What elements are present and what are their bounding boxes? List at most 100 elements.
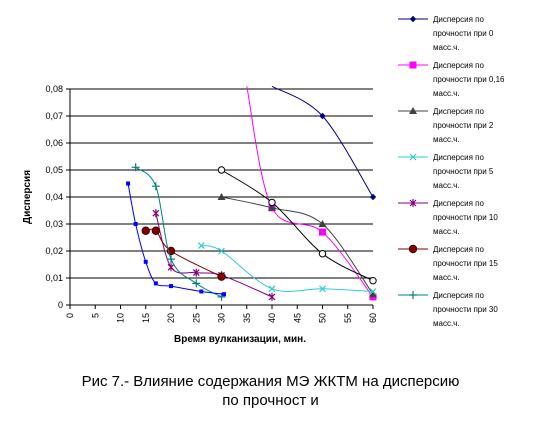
x-tick-label: 55 xyxy=(343,313,353,323)
series-line xyxy=(246,86,374,298)
x-tick-label: 35 xyxy=(242,313,252,323)
caption-line-1: Рис 7.- Влияние содержания МЭ ЖКТМ на ди… xyxy=(81,373,460,390)
y-tick-label: 0,06 xyxy=(45,138,63,148)
series-line xyxy=(221,169,374,282)
data-point xyxy=(152,209,160,218)
data-point xyxy=(369,193,377,201)
data-point xyxy=(222,292,227,297)
x-tick-label: 50 xyxy=(318,313,328,323)
series-4 xyxy=(197,242,377,295)
legend-item-2: Дисперсия по прочности при 0,16 масс.ч. xyxy=(398,61,505,98)
data-point xyxy=(133,222,138,226)
figure-caption: Рис 7.- Влияние содержания МЭ ЖКТМ на ди… xyxy=(0,372,541,410)
data-point xyxy=(319,285,326,293)
x-tick-label: 30 xyxy=(217,313,227,323)
data-point xyxy=(268,285,276,293)
series-2 xyxy=(246,86,377,301)
x-tick-label: 15 xyxy=(141,313,151,323)
series-layer xyxy=(126,86,377,301)
legend-marker xyxy=(409,15,417,23)
legend-label: масс.ч. xyxy=(433,181,460,190)
legend-item-3: Дисперсия по прочности при 2 масс.ч. xyxy=(398,107,494,144)
x-tick-label: 60 xyxy=(368,313,378,323)
data-point xyxy=(192,279,201,288)
legend-item-1: Дисперсия по прочности при 0 масс.ч. xyxy=(398,15,494,52)
legend-label: масс.ч. xyxy=(433,43,460,52)
data-point xyxy=(131,163,140,172)
legend-item-4: Дисперсия по прочности при 5 масс.ч. xyxy=(398,153,494,190)
legend-label: прочности при 0 xyxy=(433,29,494,38)
legend-label: Дисперсия по xyxy=(433,199,484,208)
series-line xyxy=(155,213,273,298)
data-point xyxy=(369,288,377,295)
data-point xyxy=(169,284,173,289)
legend-marker xyxy=(408,244,418,254)
legend-label: Дисперсия по xyxy=(433,291,484,300)
series-3 xyxy=(217,193,377,298)
series-9 xyxy=(217,166,377,285)
legend-label: масс.ч. xyxy=(433,135,460,144)
caption-line-2: по прочност и xyxy=(222,392,319,409)
data-point xyxy=(143,259,148,264)
y-tick-label: 0,04 xyxy=(45,192,63,202)
legend-label: Дисперсия по xyxy=(433,245,484,254)
data-point xyxy=(217,193,226,200)
data-point xyxy=(217,166,226,174)
legend-item-7: Дисперсия по прочности при 30 масс.ч. xyxy=(398,291,498,328)
data-point xyxy=(151,226,161,235)
legend-label: Дисперсия по xyxy=(433,153,484,162)
legend-label: прочности при 30 xyxy=(433,305,498,314)
data-point xyxy=(167,255,175,264)
axes: 0 0,01 0,02 0,03 0,04 0,05 0,06 0,07 0,08 0 5 10 15 2… xyxy=(45,84,378,323)
data-point xyxy=(319,228,326,236)
series-6 xyxy=(141,226,226,281)
data-point xyxy=(268,292,276,301)
legend-item-5: Дисперсия по прочности при 10 масс.ч. xyxy=(398,199,498,236)
series-8 xyxy=(126,181,227,297)
legend-marker xyxy=(409,61,417,69)
data-point xyxy=(153,281,158,286)
y-tick-label: 0,05 xyxy=(45,165,63,175)
x-tick-label: 25 xyxy=(191,313,201,323)
legend-label: прочности при 15 xyxy=(433,259,498,268)
y-tick-label: 0,07 xyxy=(45,111,63,121)
legend-label: Дисперсия по xyxy=(433,61,484,70)
y-tick-label: 0,03 xyxy=(45,219,63,229)
data-point xyxy=(192,268,200,277)
data-point xyxy=(197,242,205,250)
y-tick-label: 0,01 xyxy=(45,273,63,283)
legend-marker xyxy=(409,291,417,299)
series-7 xyxy=(131,163,226,301)
series-1 xyxy=(271,86,377,201)
legend-label: масс.ч. xyxy=(433,89,460,98)
series-line xyxy=(221,196,374,295)
data-point xyxy=(268,198,276,207)
legend-label: прочности при 2 xyxy=(433,121,494,130)
x-axis-title: Время вулканизации, мин. xyxy=(174,334,306,345)
legend-item-6: Дисперсия по прочности при 15 масс.ч. xyxy=(398,244,498,282)
data-point xyxy=(318,220,327,227)
x-tick-label: 0 xyxy=(65,313,75,318)
data-point xyxy=(126,181,131,186)
data-point xyxy=(369,277,377,285)
data-point xyxy=(199,289,204,294)
data-point xyxy=(167,263,175,272)
legend-label: масс.ч. xyxy=(433,273,460,282)
y-tick-label: 0,02 xyxy=(45,246,63,256)
x-tick-label: 45 xyxy=(292,313,302,323)
y-tick-label: 0,08 xyxy=(45,84,63,94)
y-axis-title: Дисперсия xyxy=(22,170,33,224)
data-point xyxy=(141,226,150,235)
gridlines xyxy=(70,88,373,279)
legend-label: прочности при 5 xyxy=(433,167,494,176)
series-line xyxy=(271,86,374,198)
series-line xyxy=(145,228,222,278)
data-point xyxy=(268,203,276,211)
x-tick-label: 20 xyxy=(166,313,176,323)
x-tick-label: 5 xyxy=(90,313,100,318)
data-point xyxy=(217,272,226,281)
data-point xyxy=(369,290,377,298)
legend-label: Дисперсия по xyxy=(433,15,484,24)
